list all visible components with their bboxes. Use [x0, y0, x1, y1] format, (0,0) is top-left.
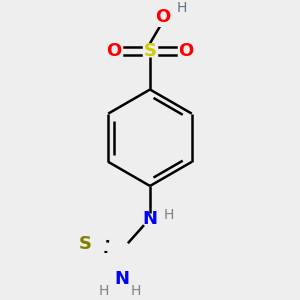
Text: S: S: [143, 42, 157, 60]
Text: H: H: [131, 284, 141, 298]
Text: H: H: [177, 1, 187, 15]
Text: O: O: [178, 42, 194, 60]
Text: H: H: [164, 208, 174, 222]
Text: S: S: [79, 235, 92, 253]
Text: N: N: [142, 210, 158, 228]
Text: O: O: [106, 42, 122, 60]
Text: O: O: [155, 8, 171, 26]
Text: N: N: [114, 270, 129, 288]
Text: H: H: [99, 284, 109, 298]
